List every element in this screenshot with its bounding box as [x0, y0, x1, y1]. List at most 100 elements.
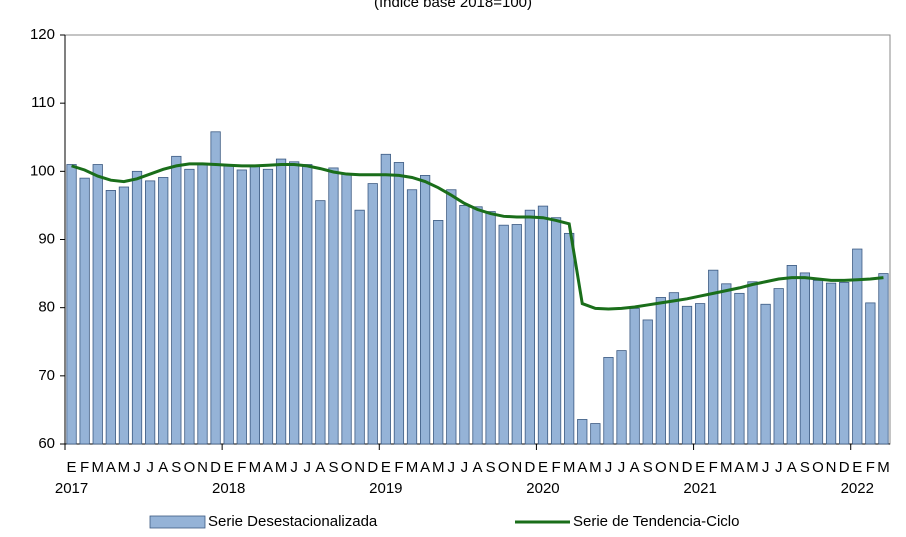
- bar: [511, 224, 522, 445]
- x-tick-label: M: [118, 459, 131, 476]
- bar: [747, 281, 758, 445]
- x-tick-label: A: [315, 459, 325, 476]
- x-tick-label: D: [367, 459, 378, 476]
- bar: [564, 232, 575, 445]
- x-tick-label: M: [249, 459, 262, 476]
- bar: [459, 205, 470, 445]
- bar: [302, 164, 313, 445]
- y-tick-label: 100: [30, 162, 55, 179]
- legend-label: Serie de Tendencia-Ciclo: [573, 513, 740, 530]
- x-tick-label: M: [720, 459, 733, 476]
- x-tick-label: M: [275, 459, 288, 476]
- x-tick-label: J: [775, 459, 783, 476]
- x-tick-label: N: [511, 459, 522, 476]
- x-tick-label: S: [171, 459, 181, 476]
- x-tick-label: J: [605, 459, 613, 476]
- x-tick-label: S: [328, 459, 338, 476]
- bar: [275, 158, 287, 445]
- bar: [708, 269, 719, 445]
- bar: [210, 131, 221, 445]
- x-tick-label: A: [787, 459, 797, 476]
- x-tick-label: E: [381, 459, 391, 476]
- bar: [537, 205, 549, 445]
- bar: [420, 175, 431, 445]
- x-tick-label: M: [589, 459, 602, 476]
- x-tick-label: E: [224, 459, 234, 476]
- bar: [433, 220, 444, 445]
- x-tick-label: D: [524, 459, 535, 476]
- bar: [92, 164, 103, 445]
- bar: [171, 155, 182, 445]
- bar: [734, 292, 745, 445]
- x-tick-label: N: [197, 459, 208, 476]
- x-tick-label: D: [682, 459, 693, 476]
- x-tick-label: J: [618, 459, 626, 476]
- x-tick-label: O: [184, 459, 196, 476]
- x-tick-label: F: [80, 459, 89, 476]
- bar: [341, 173, 352, 445]
- bar: [406, 189, 418, 445]
- bar: [865, 302, 876, 445]
- bar: [668, 292, 680, 445]
- year-label: 2020: [526, 480, 559, 497]
- bar: [721, 283, 732, 445]
- bar: [197, 164, 208, 445]
- y-tick-label: 120: [30, 26, 55, 43]
- y-tick-label: 80: [38, 299, 55, 316]
- x-tick-label: M: [746, 459, 759, 476]
- x-tick-label: M: [877, 459, 890, 476]
- bar: [262, 168, 274, 445]
- x-tick-label: F: [551, 459, 560, 476]
- x-tick-label: J: [461, 459, 469, 476]
- bar: [773, 288, 784, 445]
- bar: [550, 217, 562, 445]
- year-label: 2019: [369, 480, 402, 497]
- y-tick-label: 70: [38, 367, 55, 384]
- bar: [695, 303, 706, 445]
- year-label: 2017: [55, 480, 88, 497]
- x-tick-label: M: [563, 459, 576, 476]
- y-tick-label: 60: [38, 435, 55, 452]
- x-tick-label: E: [67, 459, 77, 476]
- bar: [105, 190, 116, 445]
- x-tick-label: J: [146, 459, 154, 476]
- x-tick-label: S: [643, 459, 653, 476]
- x-tick-label: N: [826, 459, 837, 476]
- bar: [393, 162, 405, 445]
- bar: [812, 279, 824, 445]
- x-tick-label: E: [538, 459, 548, 476]
- x-tick-label: M: [91, 459, 104, 476]
- bar: [878, 273, 889, 445]
- bar: [145, 180, 156, 445]
- x-tick-label: F: [866, 459, 875, 476]
- bar: [367, 183, 378, 445]
- bar: [852, 248, 863, 445]
- x-tick-label: A: [158, 459, 168, 476]
- x-tick-label: A: [263, 459, 273, 476]
- bar: [236, 169, 247, 445]
- x-tick-label: S: [486, 459, 496, 476]
- x-tick-label: A: [734, 459, 744, 476]
- bar: [158, 177, 169, 445]
- bar: [498, 224, 509, 445]
- x-tick-label: E: [852, 459, 862, 476]
- bar: [249, 165, 260, 445]
- bar: [289, 161, 300, 445]
- x-tick-label: N: [669, 459, 680, 476]
- x-tick-label: J: [762, 459, 770, 476]
- bar: [328, 167, 339, 445]
- x-tick-label: S: [800, 459, 810, 476]
- bar: [223, 165, 234, 445]
- x-tick-label: O: [341, 459, 353, 476]
- x-tick-label: J: [290, 459, 298, 476]
- x-tick-label: J: [133, 459, 141, 476]
- bar: [681, 305, 693, 445]
- bar: [184, 168, 195, 445]
- y-tick-label: 110: [31, 94, 55, 111]
- x-tick-label: O: [655, 459, 667, 476]
- legend-swatch: [149, 515, 206, 529]
- x-tick-label: A: [630, 459, 640, 476]
- x-tick-label: E: [695, 459, 705, 476]
- bar: [603, 357, 614, 445]
